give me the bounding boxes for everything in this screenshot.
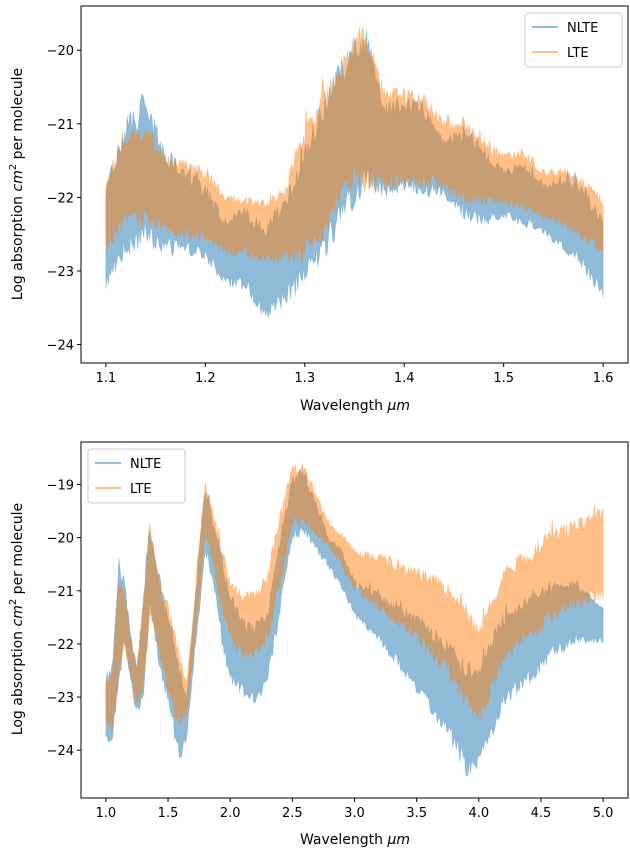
top-x-tick-label: 1.4 [394,371,415,386]
top-x-tick-label: 1.3 [294,371,315,386]
top-legend-lte-label: LTE [567,46,589,61]
bottom-x-tick-label: 2.5 [282,806,303,821]
bottom-x-tick-label: 3.5 [406,806,427,821]
top-x-tick-label: 1.1 [96,371,117,386]
bottom-y-tick-label: −24 [47,744,74,759]
bottom-legend-lte-label: LTE [130,482,152,497]
bottom-x-tick-label: 1.0 [96,806,117,821]
bottom-x-tick-label: 2.0 [220,806,241,821]
top-legend-nlte-label: NLTE [567,21,598,36]
bottom-y-tick-label: −22 [47,638,74,653]
bottom-chart-legend: NLTE LTE [87,448,186,504]
bottom-x-tick-label: 3.0 [344,806,365,821]
top-chart-y-ticks: −24 −23 −22 −21 −20 [47,44,81,354]
bottom-y-tick-label: −20 [47,532,74,547]
bottom-chart-y-axis-label: Log absorption cm2 per molecule [8,503,26,735]
top-x-tick-label: 1.5 [493,371,514,386]
top-chart-frame [80,5,629,364]
bottom-y-tick-label: −23 [47,691,74,706]
bottom-x-tick-label: 4.5 [531,806,552,821]
bottom-chart-y-ticks: −24 −23 −22 −21 −20 −19 [47,479,81,759]
top-chart-x-ticks: 1.1 1.2 1.3 1.4 1.5 1.6 [96,363,614,386]
top-y-tick-label: −22 [47,191,74,206]
bottom-x-tick-label: 1.5 [158,806,179,821]
bottom-x-tick-label: 4.0 [468,806,489,821]
top-series-lte [105,26,604,264]
top-x-tick-label: 1.6 [593,371,614,386]
top-y-tick-label: −24 [47,339,74,354]
bottom-y-tick-label: −19 [47,479,74,494]
top-chart-x-axis-label: Wavelength μm [300,398,410,414]
top-chart-y-axis-label: Log absorption cm2 per molecule [8,68,26,300]
bottom-legend-nlte-label: NLTE [130,457,161,472]
bottom-y-tick-label: −21 [47,585,74,600]
bottom-x-tick-label: 5.0 [593,806,614,821]
top-chart-series [105,26,604,319]
top-chart-legend: NLTE LTE [524,12,623,68]
bottom-series-lte [105,463,604,732]
top-y-tick-label: −23 [47,265,74,280]
top-chart: 1.1 1.2 1.3 1.4 1.5 1.6 −24 −23 −22 −21 −20 Wavel… [8,5,629,414]
top-y-tick-label: −21 [47,118,74,133]
bottom-chart-x-axis-label: Wavelength μm [300,832,410,848]
bottom-chart: 1.0 1.5 2.0 2.5 3.0 3.5 4.0 4.5 5.0 −24 −23 −22 −21… [8,441,629,848]
bottom-chart-x-ticks: 1.0 1.5 2.0 2.5 3.0 3.5 4.0 4.5 5.0 [96,798,614,821]
top-y-tick-label: −20 [47,44,74,59]
top-x-tick-label: 1.2 [195,371,216,386]
bottom-chart-series [105,463,604,778]
